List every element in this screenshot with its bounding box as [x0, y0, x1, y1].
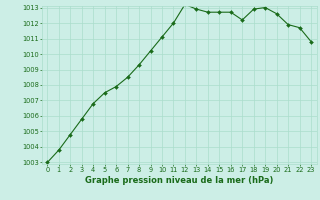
X-axis label: Graphe pression niveau de la mer (hPa): Graphe pression niveau de la mer (hPa): [85, 176, 273, 185]
